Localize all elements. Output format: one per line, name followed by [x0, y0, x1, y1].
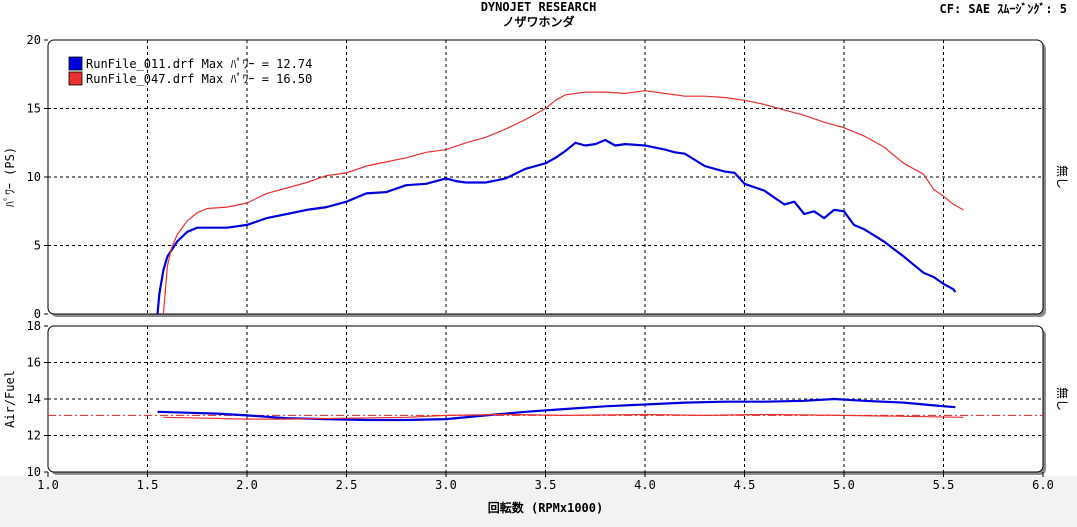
x-axis-label: 回転数 (RPMx1000) — [488, 500, 603, 515]
x-tick-label: 3.5 — [535, 478, 557, 492]
afr-series-run011 — [157, 397, 956, 422]
power-right-label: 無し — [1055, 165, 1070, 189]
afr-y-tick-label: 10 — [27, 465, 41, 479]
power-series-run047 — [162, 90, 964, 315]
bottom-background — [0, 476, 1077, 527]
afr-y-tick-label: 12 — [27, 429, 41, 443]
legend-swatch-run011 — [68, 56, 83, 71]
x-tick-label: 5.5 — [933, 478, 955, 492]
power-y-tick-label: 0 — [34, 307, 41, 321]
legend-label-run047: RunFile_047.drf Max ﾊﾟﾜｰ = 16.50 — [86, 72, 312, 86]
x-tick-label: 1.0 — [37, 478, 59, 492]
legend-label-run011: RunFile_011.drf Max ﾊﾟﾜｰ = 12.74 — [86, 57, 312, 71]
afr-right-label: 無し — [1055, 387, 1070, 411]
power-y-axis-label: ﾊﾟﾜｰ (PS) — [3, 147, 17, 207]
power-y-tick-label: 5 — [34, 239, 41, 253]
x-tick-label: 3.0 — [435, 478, 457, 492]
afr-y-tick-label: 16 — [27, 356, 41, 370]
legend-swatch-run047 — [68, 71, 83, 86]
afr-y-axis-label: Air/Fuel — [3, 370, 17, 428]
x-tick-label: 4.5 — [734, 478, 756, 492]
header-subtitle: ノザワホンダ — [502, 15, 575, 29]
afr-y-tick-label: 18 — [27, 319, 41, 333]
x-tick-label: 4.0 — [634, 478, 656, 492]
power-series-run011 — [156, 138, 957, 315]
x-tick-label: 2.0 — [236, 478, 258, 492]
x-tick-label: 2.5 — [336, 478, 358, 492]
power-y-tick-label: 10 — [27, 170, 41, 184]
afr-series-run047 — [163, 413, 964, 420]
x-tick-label: 5.0 — [833, 478, 855, 492]
power-y-tick-label: 20 — [27, 33, 41, 47]
header-cf-smoothing: CF: SAE ｽﾑｰｼﾞﾝｸﾞ: 5 — [939, 2, 1067, 16]
afr-y-tick-label: 14 — [27, 392, 41, 406]
power-y-tick-label: 15 — [27, 102, 41, 116]
x-tick-label: 1.5 — [137, 478, 159, 492]
header-title: DYNOJET RESEARCH — [480, 0, 597, 14]
x-tick-label: 6.0 — [1032, 478, 1054, 492]
